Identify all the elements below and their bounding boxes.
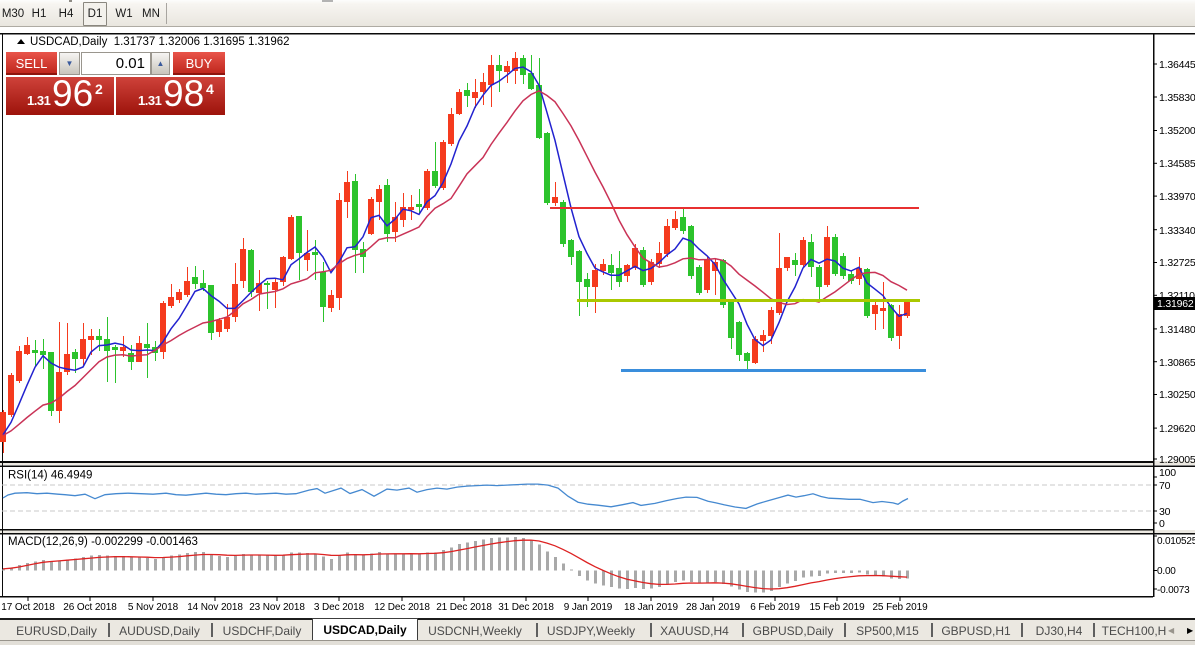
svg-text:23 Nov 2018: 23 Nov 2018 [249, 602, 305, 613]
svg-text:-0.0073: -0.0073 [1157, 585, 1190, 596]
svg-text:28 Jan 2019: 28 Jan 2019 [686, 602, 740, 613]
svg-text:18 Jan 2019: 18 Jan 2019 [624, 602, 678, 613]
svg-text:1.29005: 1.29005 [1159, 454, 1195, 466]
svg-text:100: 100 [1159, 467, 1176, 479]
svg-text:14 Nov 2018: 14 Nov 2018 [187, 602, 243, 613]
svg-text:30: 30 [1159, 506, 1171, 518]
svg-text:9 Jan 2019: 9 Jan 2019 [564, 602, 613, 613]
svg-text:31 Dec 2018: 31 Dec 2018 [498, 602, 554, 613]
svg-text:MACD(12,26,9) -0.002299 -0.001: MACD(12,26,9) -0.002299 -0.001463 [8, 536, 198, 548]
svg-text:1.34585: 1.34585 [1159, 158, 1195, 170]
svg-text:1.30250: 1.30250 [1159, 389, 1195, 401]
svg-text:1.30865: 1.30865 [1159, 357, 1195, 369]
svg-text:6 Feb 2019: 6 Feb 2019 [750, 602, 800, 613]
svg-text:21 Dec 2018: 21 Dec 2018 [436, 602, 492, 613]
svg-text:5 Nov 2018: 5 Nov 2018 [128, 602, 179, 613]
svg-text:17 Oct 2018: 17 Oct 2018 [1, 602, 55, 613]
svg-text:26 Oct 2018: 26 Oct 2018 [63, 602, 117, 613]
svg-text:1.29620: 1.29620 [1159, 423, 1195, 435]
svg-text:25 Feb 2019: 25 Feb 2019 [872, 602, 928, 613]
svg-text:1.32725: 1.32725 [1159, 257, 1195, 269]
svg-text:70: 70 [1159, 480, 1171, 492]
svg-text:1.33340: 1.33340 [1159, 225, 1195, 237]
svg-text:1.31962: 1.31962 [1157, 298, 1194, 310]
svg-text:15 Feb 2019: 15 Feb 2019 [809, 602, 865, 613]
svg-text:1.36445: 1.36445 [1159, 59, 1195, 71]
svg-text:0: 0 [1159, 518, 1165, 530]
svg-text:0.010525: 0.010525 [1157, 536, 1195, 547]
svg-text:1.33970: 1.33970 [1159, 191, 1195, 203]
svg-text:1.35830: 1.35830 [1159, 92, 1195, 104]
svg-text:3 Dec 2018: 3 Dec 2018 [314, 602, 365, 613]
svg-text:12 Dec 2018: 12 Dec 2018 [374, 602, 430, 613]
svg-text:1.31480: 1.31480 [1159, 324, 1195, 336]
svg-text:RSI(14) 46.4949: RSI(14) 46.4949 [8, 470, 92, 482]
svg-text:1.35200: 1.35200 [1159, 125, 1195, 137]
svg-text:0.00: 0.00 [1157, 566, 1176, 577]
svg-text:USDCAD,Daily 1.31737 1.32006: USDCAD,Daily 1.31737 1.32006 1.31695 1.3… [30, 36, 290, 48]
